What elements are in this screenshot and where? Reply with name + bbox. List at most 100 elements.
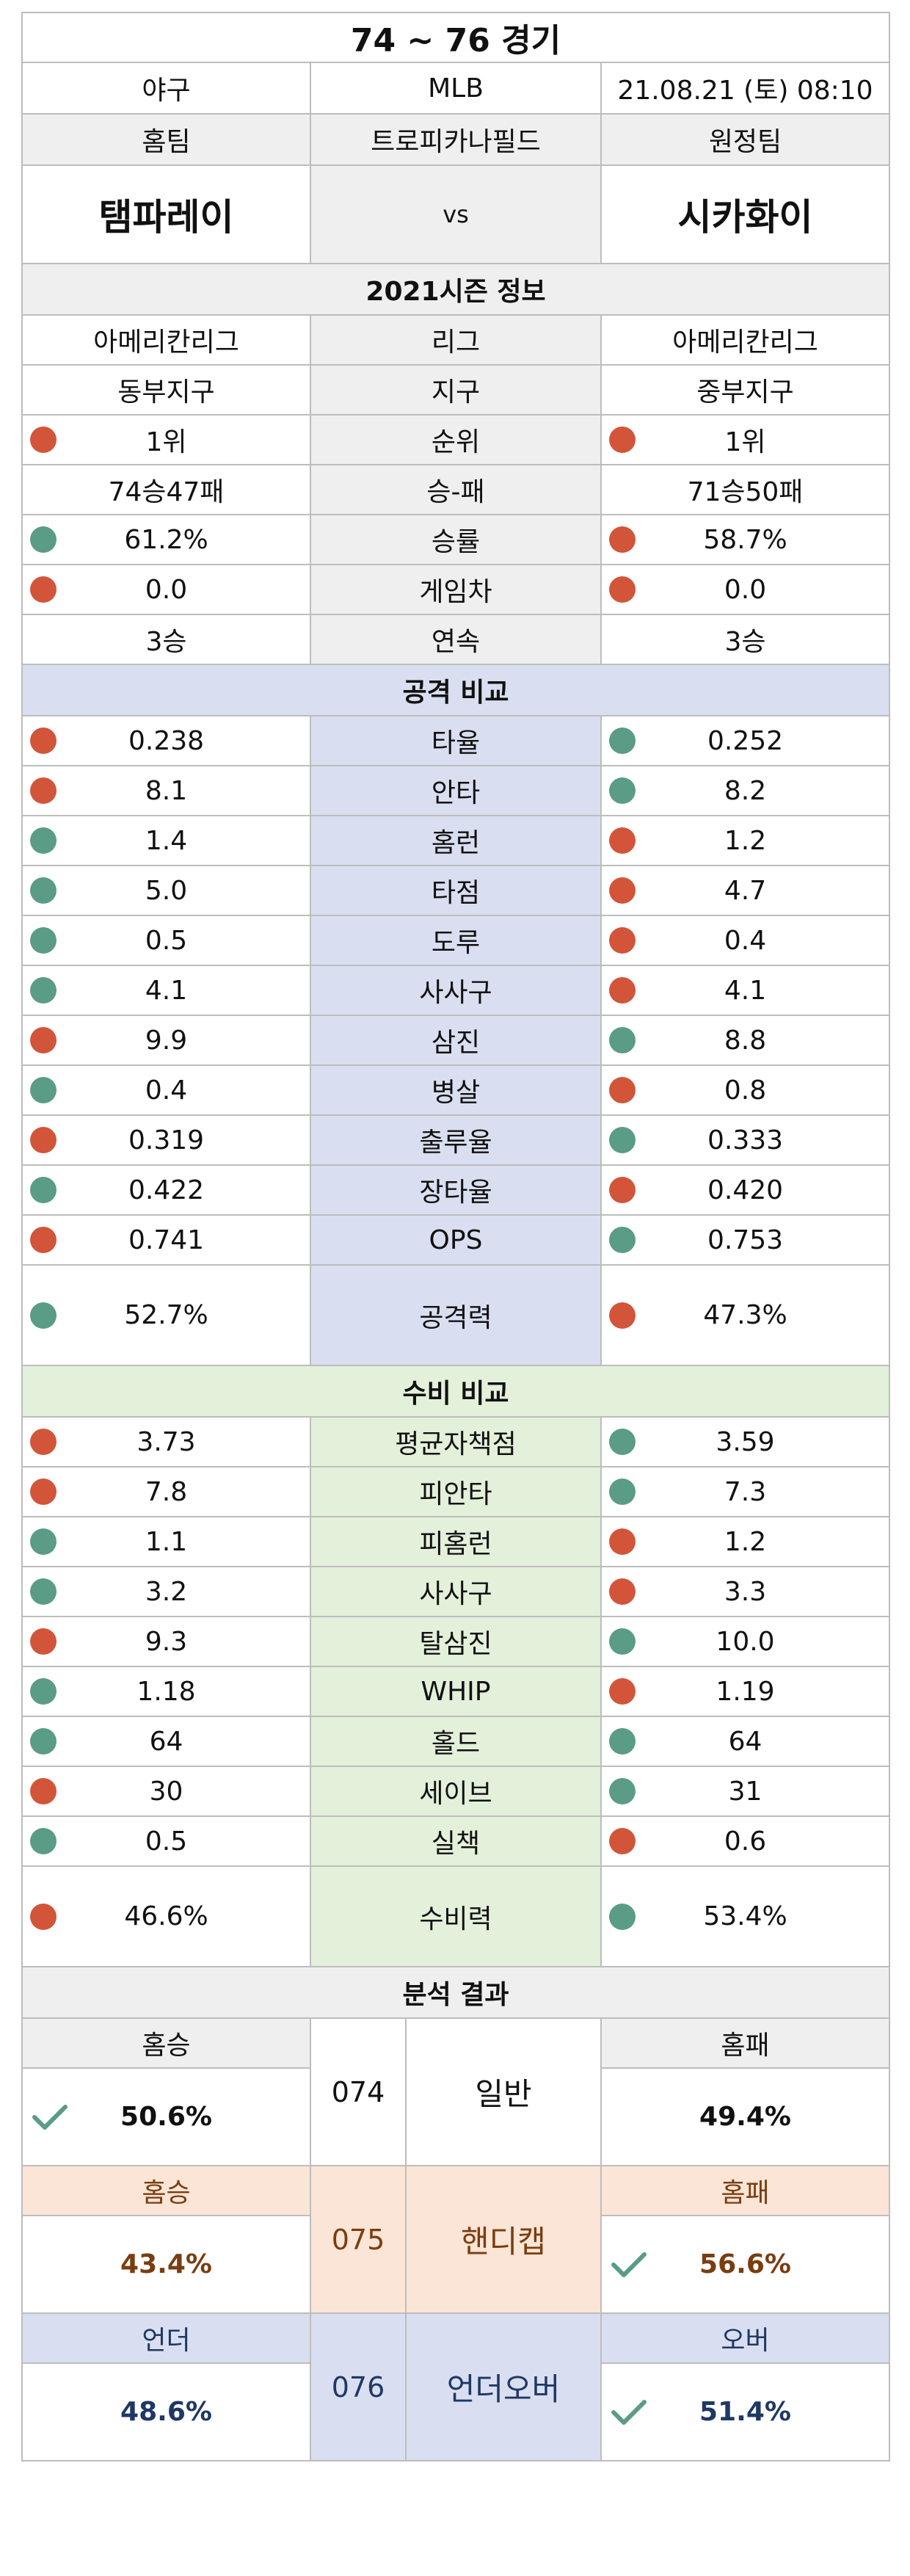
home-stat-cell: 0.422 bbox=[21, 1164, 311, 1216]
home-stat-value: 0.238 bbox=[128, 725, 205, 756]
away-stat-value: 0.8 bbox=[724, 1075, 767, 1106]
stat-label-cell: 도루 bbox=[310, 915, 602, 966]
page-title: 74 ~ 76 경기 bbox=[21, 12, 890, 63]
stat-label-cell: 연속 bbox=[310, 614, 602, 665]
stat-label: 안타 bbox=[431, 778, 481, 808]
home-stat-value: 3.2 bbox=[145, 1576, 188, 1607]
away-stat-value: 64 bbox=[728, 1726, 762, 1757]
home-stat-cell: 0.0 bbox=[21, 564, 311, 615]
stat-label: 승-패 bbox=[426, 477, 485, 507]
away-stat-value: 58.7% bbox=[703, 524, 787, 555]
stat-row: 1위 순위 1위 bbox=[21, 414, 890, 465]
away-indicator-dot-icon bbox=[609, 1528, 636, 1555]
away-stat-value: 0.0 bbox=[724, 574, 767, 605]
home-indicator-dot-icon bbox=[30, 427, 57, 453]
stat-label-cell: OPS bbox=[310, 1214, 602, 1266]
away-stat-cell: 0.0 bbox=[600, 564, 890, 615]
datetime-cell: 21.08.21 (토) 08:10 bbox=[600, 62, 890, 115]
stat-label: 공격력 bbox=[419, 1302, 492, 1333]
away-stat-cell: 0.252 bbox=[600, 715, 890, 766]
offense-section-title: 공격 비교 bbox=[21, 664, 890, 716]
home-stat-cell: 4.1 bbox=[21, 965, 311, 1016]
stat-row: 8.1 안타 8.2 bbox=[21, 765, 890, 816]
home-stat-value: 46.6% bbox=[124, 1901, 208, 1931]
stat-row: 3승 연속 3승 bbox=[21, 614, 890, 665]
stat-row: 1.18 WHIP 1.19 bbox=[21, 1666, 890, 1717]
away-stat-value: 3승 bbox=[724, 627, 766, 657]
home-stat-value: 1.1 bbox=[145, 1526, 188, 1557]
away-stat-value: 0.333 bbox=[707, 1125, 784, 1155]
stat-label: 승률 bbox=[431, 527, 481, 557]
stat-label: 게임차 bbox=[419, 577, 492, 607]
away-stat-value: 3.59 bbox=[716, 1426, 775, 1457]
away-stat-cell: 71승50패 bbox=[600, 464, 890, 515]
away-stat-cell: 7.3 bbox=[600, 1466, 890, 1517]
away-stat-cell: 64 bbox=[600, 1716, 890, 1767]
stat-label: 평균자책점 bbox=[395, 1429, 517, 1459]
home-indicator-dot-icon bbox=[30, 1127, 57, 1153]
checkmark-icon bbox=[32, 2104, 68, 2130]
stat-label: 순위 bbox=[431, 427, 481, 457]
home-stat-value: 0.5 bbox=[145, 1826, 188, 1857]
away-stat-cell: 4.1 bbox=[600, 965, 890, 1016]
away-stat-value: 1위 bbox=[724, 427, 766, 457]
away-stat-value: 10.0 bbox=[716, 1626, 775, 1657]
away-indicator-dot-icon bbox=[609, 1479, 636, 1505]
home-stat-value: 30 bbox=[149, 1776, 183, 1807]
sport-cell: 야구 bbox=[21, 62, 311, 115]
home-indicator-dot-icon bbox=[30, 927, 57, 954]
stat-row: 아메리칸리그 리그 아메리칸리그 bbox=[21, 314, 890, 366]
home-indicator-dot-icon bbox=[30, 526, 57, 553]
stat-label-cell: 타점 bbox=[310, 865, 602, 916]
home-stat-cell: 0.4 bbox=[21, 1064, 311, 1116]
away-stat-cell: 0.6 bbox=[600, 1815, 890, 1867]
home-stat-cell: 46.6% bbox=[21, 1865, 311, 1967]
result-left-label: 홈승 bbox=[21, 2017, 311, 2069]
result-right-value: 49.4% bbox=[699, 2102, 791, 2132]
home-stat-value: 61.2% bbox=[124, 524, 208, 555]
home-stat-cell: 9.3 bbox=[21, 1616, 311, 1667]
result-right-label: 오버 bbox=[600, 2312, 890, 2364]
home-stat-cell: 1위 bbox=[21, 414, 311, 465]
stat-row: 64 홀드 64 bbox=[21, 1716, 890, 1767]
away-stat-cell: 0.8 bbox=[600, 1064, 890, 1116]
away-indicator-dot-icon bbox=[609, 1127, 636, 1153]
match-table: 74 ~ 76 경기 야구 MLB 21.08.21 (토) 08:10 홈팀 … bbox=[21, 12, 890, 2461]
away-indicator-dot-icon bbox=[609, 1828, 636, 1854]
away-team-label: 원정팀 bbox=[600, 113, 890, 166]
home-indicator-dot-icon bbox=[30, 1227, 57, 1253]
home-stat-cell: 3.73 bbox=[21, 1416, 311, 1467]
stat-label: 실책 bbox=[431, 1829, 481, 1859]
season-section-title: 2021시즌 정보 bbox=[21, 263, 890, 316]
home-stat-value: 아메리칸리그 bbox=[93, 327, 239, 358]
home-team-name: 탬파레이 bbox=[21, 164, 311, 264]
stat-label-cell: 승-패 bbox=[310, 464, 602, 515]
home-stat-cell: 0.741 bbox=[21, 1214, 311, 1266]
away-stat-cell: 1.2 bbox=[600, 1516, 890, 1567]
home-stat-value: 0.741 bbox=[128, 1224, 205, 1255]
stat-row: 30 세이브 31 bbox=[21, 1766, 890, 1817]
checkmark-icon bbox=[611, 2252, 647, 2277]
away-stat-value: 4.1 bbox=[724, 975, 767, 1006]
home-indicator-dot-icon bbox=[30, 1578, 57, 1605]
home-indicator-dot-icon bbox=[30, 576, 57, 603]
stat-label-cell: 승률 bbox=[310, 514, 602, 565]
home-indicator-dot-icon bbox=[30, 1728, 57, 1755]
stat-label: 출루율 bbox=[419, 1128, 492, 1158]
stat-label-cell: 리그 bbox=[310, 314, 602, 366]
stat-row: 0.5 도루 0.4 bbox=[21, 915, 890, 966]
stat-label: 탈삼진 bbox=[419, 1629, 492, 1659]
stat-label: 장타율 bbox=[419, 1178, 492, 1208]
away-stat-value: 8.8 bbox=[724, 1025, 767, 1056]
home-indicator-dot-icon bbox=[30, 1828, 57, 1854]
home-stat-value: 0.5 bbox=[145, 925, 188, 956]
away-stat-cell: 1.2 bbox=[600, 815, 890, 866]
result-right-value-cell: 51.4% bbox=[600, 2362, 890, 2461]
stat-row: 5.0 타점 4.7 bbox=[21, 865, 890, 916]
home-indicator-dot-icon bbox=[30, 1077, 57, 1103]
result-right-value: 56.6% bbox=[699, 2249, 791, 2279]
home-stat-value: 0.0 bbox=[145, 574, 188, 605]
away-stat-value: 아메리칸리그 bbox=[672, 327, 818, 358]
stat-label: 홀드 bbox=[431, 1729, 481, 1759]
stat-label-cell: 안타 bbox=[310, 765, 602, 816]
